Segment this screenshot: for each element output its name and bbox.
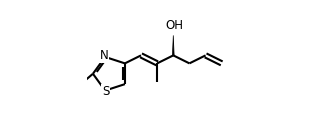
Polygon shape bbox=[172, 35, 174, 55]
Text: N: N bbox=[100, 49, 108, 62]
Text: OH: OH bbox=[165, 19, 183, 32]
Text: S: S bbox=[102, 85, 109, 98]
